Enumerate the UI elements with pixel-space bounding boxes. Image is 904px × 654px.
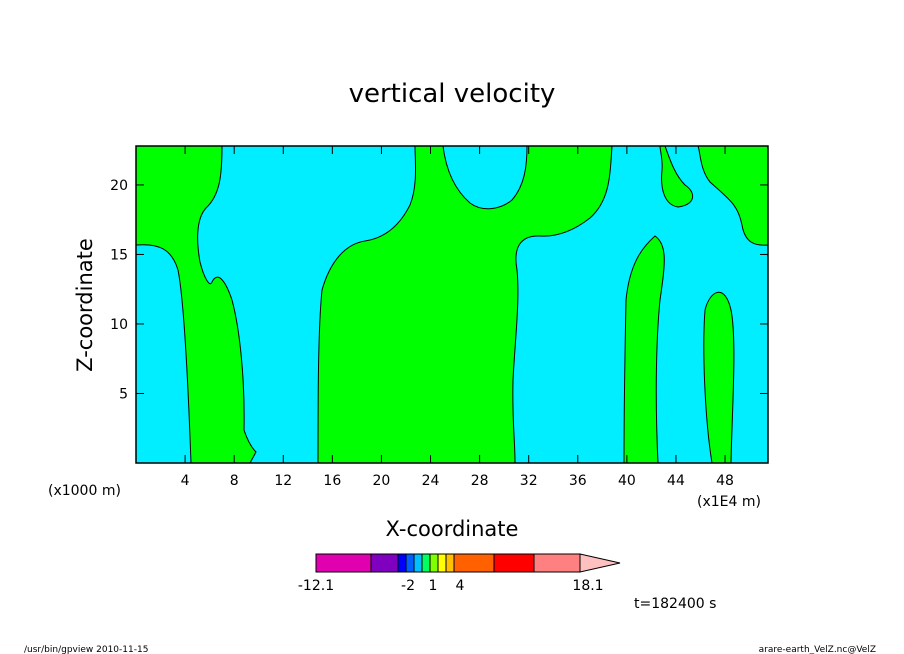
time-label: t=182400 s [634, 596, 716, 612]
x-tick-label: 12 [274, 473, 292, 489]
colorbar-label: -12.1 [298, 578, 334, 594]
colorbar-segment [429, 553, 439, 573]
y-tick-label: 15 [110, 247, 128, 263]
plot-area [135, 145, 769, 464]
colorbar-segment [421, 553, 431, 573]
y-tick-label: 20 [110, 178, 128, 194]
x-unit-right-label: (x1E4 m) [697, 494, 761, 510]
colorbar-segment [493, 553, 535, 573]
y-tick-label: 5 [119, 386, 128, 402]
colorbar-segment [315, 553, 372, 573]
x-tick-label: 28 [471, 473, 489, 489]
plot-frame [135, 145, 769, 464]
colorbar-label: 4 [456, 578, 465, 594]
colorbar-segment [370, 553, 399, 573]
negative-regions [135, 145, 769, 464]
x-tick-label: 40 [618, 473, 636, 489]
colorbar-segment [453, 553, 495, 573]
colorbar-label: 18.1 [572, 578, 603, 594]
x-tick-label: 44 [667, 473, 685, 489]
x-axis: 4 8 12 16 20 24 28 32 36 40 44 48 [181, 146, 734, 489]
x-tick-label: 8 [230, 473, 239, 489]
negative-region-top-middle [442, 145, 528, 210]
x-tick-label: 20 [373, 473, 391, 489]
colorbar-segment [405, 553, 415, 573]
colorbar-labels: -12.1 -2 1 4 18.1 [298, 578, 604, 594]
negative-region-right [512, 145, 769, 464]
colorbar-segment [397, 553, 407, 573]
x-tick-label: 48 [716, 473, 734, 489]
x-tick-label: 36 [569, 473, 587, 489]
x-tick-label: 4 [181, 473, 190, 489]
footer-left: /usr/bin/gpview 2010-11-15 [24, 645, 148, 654]
x-axis-title: X-coordinate [386, 517, 519, 541]
negative-region-left [135, 244, 192, 464]
colorbar-label: 1 [429, 578, 438, 594]
negative-region-main-left [197, 145, 417, 464]
chart-title: vertical velocity [349, 79, 556, 109]
colorbar-segment [437, 553, 447, 573]
footer-right: arare-earth_VelZ.nc@VelZ [759, 645, 876, 654]
colorbar-segment [533, 553, 581, 573]
x-tick-label: 32 [520, 473, 538, 489]
x-unit-left-label: (x1000 m) [48, 483, 121, 499]
colorbar-arrow [579, 553, 621, 573]
colorbar [315, 553, 621, 573]
colorbar-segment [445, 553, 455, 573]
colorbar-segment [413, 553, 423, 573]
y-axis-title: Z-coordinate [73, 238, 97, 372]
colorbar-label: -2 [401, 578, 415, 594]
x-tick-label: 16 [323, 473, 341, 489]
x-tick-label: 24 [422, 473, 440, 489]
y-tick-label: 10 [110, 317, 128, 333]
y-axis: 5 10 15 20 [110, 178, 768, 402]
